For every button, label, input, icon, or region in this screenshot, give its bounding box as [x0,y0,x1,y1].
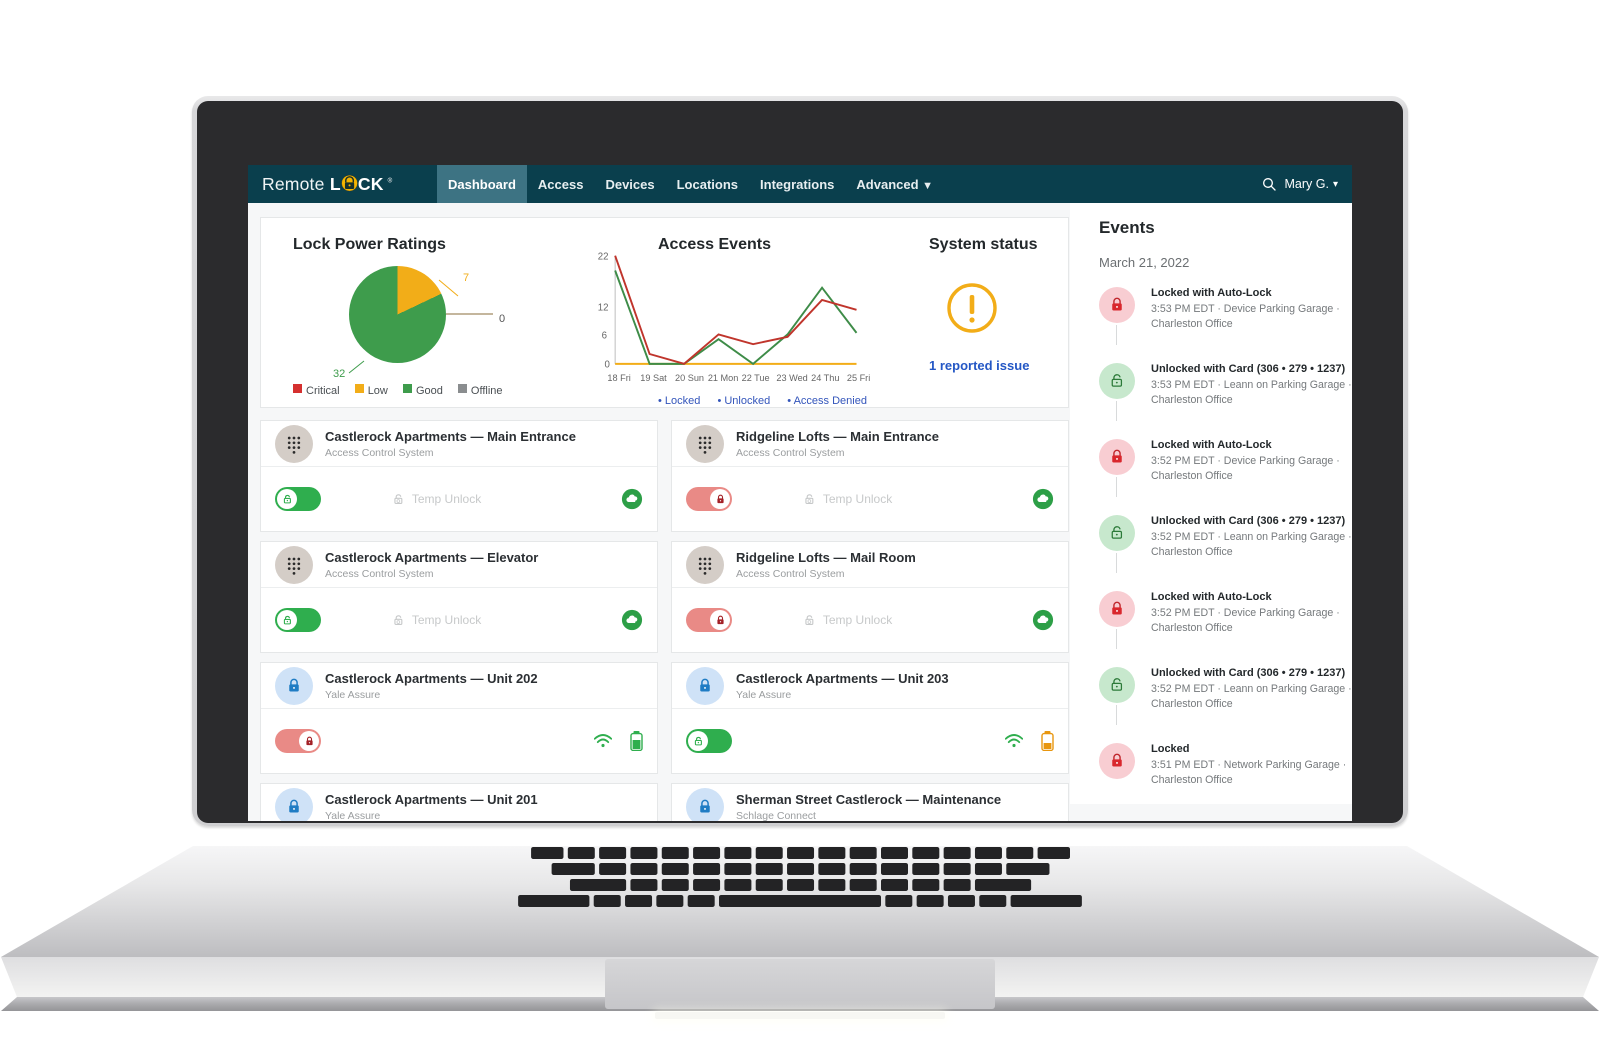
svg-text:12: 12 [598,303,609,314]
svg-text:21 Mon: 21 Mon [708,373,739,383]
svg-text:Remote: Remote [262,174,325,194]
svg-text:6: 6 [602,331,607,342]
svg-text:20 Sun: 20 Sun [675,373,704,383]
svg-text:24 Thu: 24 Thu [811,373,839,383]
svg-text:22 Tue: 22 Tue [742,373,770,383]
svg-text:25 Fri: 25 Fri [847,373,870,383]
svg-text:19 Sat: 19 Sat [640,373,667,383]
svg-text:18 Fri: 18 Fri [607,373,630,383]
svg-text:®: ® [388,176,393,184]
svg-text:0: 0 [605,360,610,371]
svg-text:L: L [330,174,341,194]
svg-text:CK: CK [358,174,384,194]
svg-text:23 Wed: 23 Wed [776,373,807,383]
svg-text:22: 22 [598,252,609,263]
